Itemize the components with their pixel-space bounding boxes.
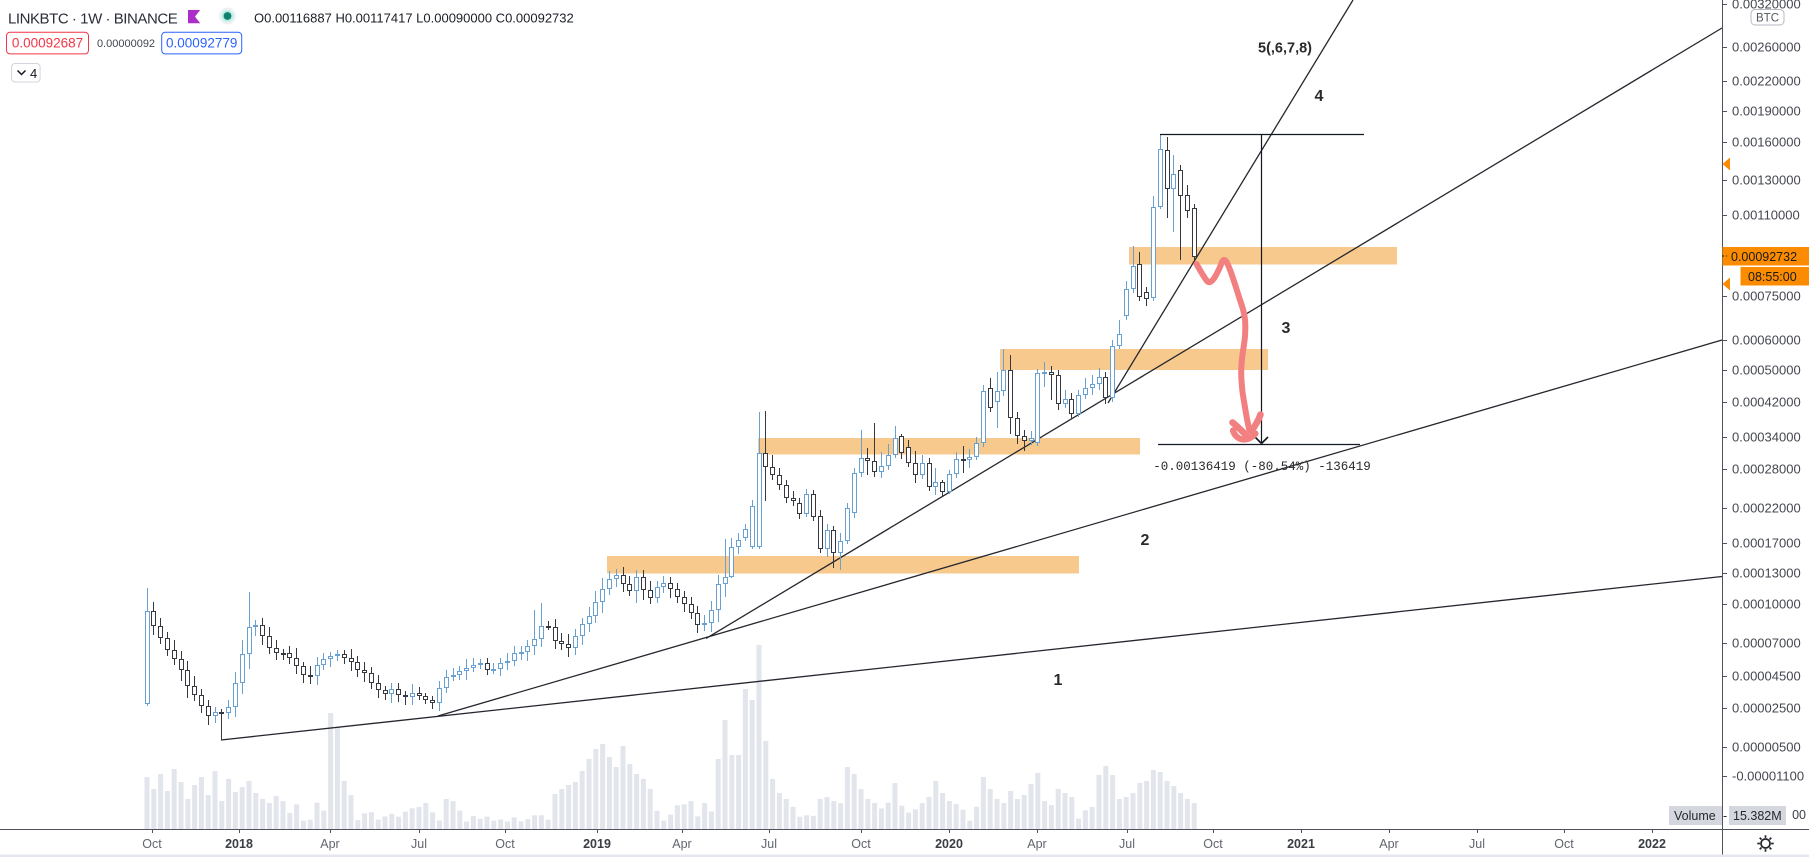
svg-text:0.00260000: 0.00260000 xyxy=(1732,40,1801,55)
svg-text:0.00075000: 0.00075000 xyxy=(1732,289,1801,304)
svg-text:2020: 2020 xyxy=(935,837,963,851)
svg-text:0.00017000: 0.00017000 xyxy=(1732,536,1801,551)
svg-text:Oct: Oct xyxy=(1554,837,1574,851)
svg-text:2: 2 xyxy=(1141,532,1150,549)
svg-text:Oct: Oct xyxy=(1203,837,1223,851)
svg-text:0.00190000: 0.00190000 xyxy=(1732,104,1801,119)
svg-text:-0.00136419 (-80.54%) -136419: -0.00136419 (-80.54%) -136419 xyxy=(1153,460,1371,474)
svg-text:0.00092687: 0.00092687 xyxy=(12,36,83,51)
svg-text:-0.00001100: -0.00001100 xyxy=(1732,769,1804,784)
svg-text:15.382M: 15.382M xyxy=(1733,809,1782,823)
svg-text:0.00022000: 0.00022000 xyxy=(1732,501,1801,516)
svg-text:1: 1 xyxy=(1054,672,1063,689)
svg-text:0.00010000: 0.00010000 xyxy=(1732,597,1801,612)
svg-text:O0.00116887 H0.00117417 L0.000: O0.00116887 H0.00117417 L0.00090000 C0.0… xyxy=(254,11,574,26)
svg-text:Oct: Oct xyxy=(851,837,871,851)
svg-text:2018: 2018 xyxy=(225,837,253,851)
svg-text:0.00028000: 0.00028000 xyxy=(1732,462,1801,477)
svg-text:BTC: BTC xyxy=(1756,13,1779,25)
svg-text:0.00130000: 0.00130000 xyxy=(1732,173,1801,188)
svg-text:0.00007000: 0.00007000 xyxy=(1732,636,1801,651)
svg-text:Apr: Apr xyxy=(320,837,339,851)
svg-text:Jul: Jul xyxy=(1119,837,1135,851)
svg-text:0.00160000: 0.00160000 xyxy=(1732,135,1801,150)
svg-text:Apr: Apr xyxy=(672,837,691,851)
svg-text:Jul: Jul xyxy=(1469,837,1485,851)
svg-text:3: 3 xyxy=(1282,320,1291,337)
svg-text:0.00110000: 0.00110000 xyxy=(1732,208,1800,223)
svg-text:Jul: Jul xyxy=(411,837,427,851)
svg-text:0.00060000: 0.00060000 xyxy=(1732,333,1801,348)
svg-text:0.00000092: 0.00000092 xyxy=(97,38,155,50)
svg-text:08:55:00: 08:55:00 xyxy=(1748,270,1797,284)
svg-text:0.00092779: 0.00092779 xyxy=(166,36,237,51)
svg-text:0.00002500: 0.00002500 xyxy=(1732,701,1801,716)
svg-text:0.00050000: 0.00050000 xyxy=(1732,363,1801,378)
svg-text:0.00004500: 0.00004500 xyxy=(1732,669,1801,684)
svg-text:LINKBTC · 1W · BINANCE: LINKBTC · 1W · BINANCE xyxy=(8,11,178,28)
svg-text:0.00320000: 0.00320000 xyxy=(1732,0,1801,12)
svg-text:Oct: Oct xyxy=(142,837,162,851)
svg-text:4: 4 xyxy=(1315,88,1324,105)
svg-text:Jul: Jul xyxy=(761,837,777,851)
svg-text:Volume: Volume xyxy=(1674,809,1716,823)
svg-text:Apr: Apr xyxy=(1379,837,1398,851)
svg-text:Oct: Oct xyxy=(495,837,515,851)
svg-text:2021: 2021 xyxy=(1287,837,1315,851)
svg-text:Apr: Apr xyxy=(1027,837,1046,851)
svg-text:5(,6,7,8): 5(,6,7,8) xyxy=(1258,41,1312,57)
svg-text:0.00220000: 0.00220000 xyxy=(1732,74,1801,89)
svg-text:0.00042000: 0.00042000 xyxy=(1732,395,1801,410)
svg-text:4: 4 xyxy=(30,66,37,81)
svg-text:0.00034000: 0.00034000 xyxy=(1732,430,1801,445)
svg-text:2022: 2022 xyxy=(1638,837,1666,851)
svg-text:0.00000500: 0.00000500 xyxy=(1732,740,1801,755)
svg-text:-: - xyxy=(1723,809,1727,823)
svg-text:2019: 2019 xyxy=(583,837,611,851)
svg-text:0.00092732: 0.00092732 xyxy=(1731,250,1797,264)
svg-text:0.00013000: 0.00013000 xyxy=(1732,566,1801,581)
svg-text:00: 00 xyxy=(1792,808,1806,822)
